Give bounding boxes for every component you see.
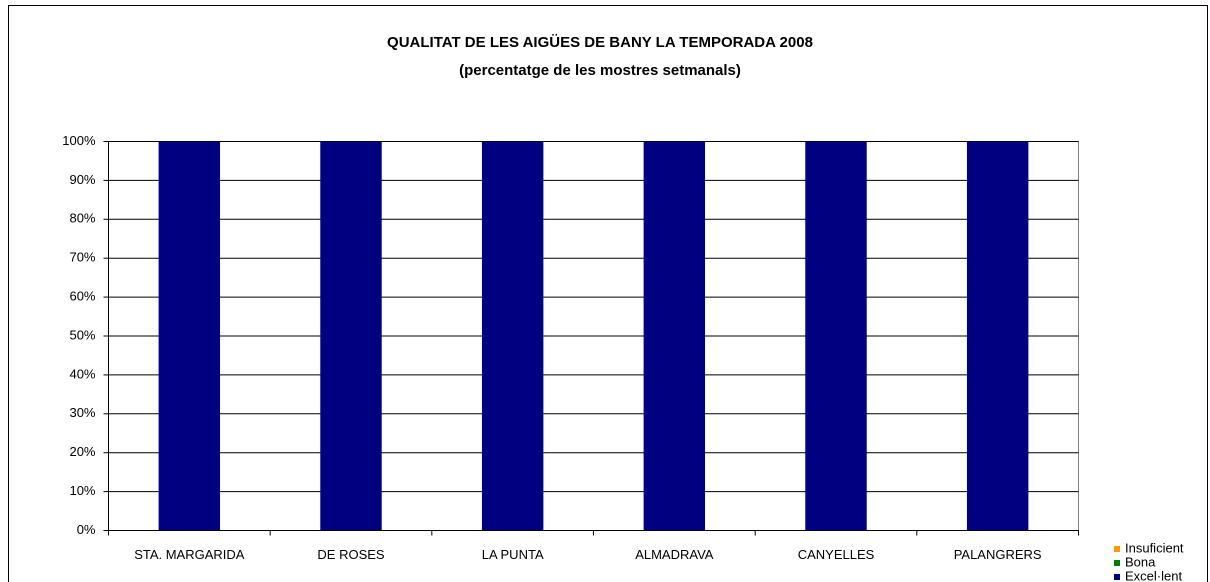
y-tick-label: 90%	[69, 172, 95, 187]
legend-label: Insuficient	[1125, 540, 1184, 555]
x-tick-label: ALMADRAVA	[635, 547, 714, 562]
legend-swatch	[1114, 560, 1120, 566]
legend-swatch	[1114, 546, 1120, 552]
y-tick-label: 50%	[69, 327, 95, 342]
chart-subtitle: (percentatge de les mostres setmanals)	[459, 62, 741, 79]
bar-segment	[158, 141, 221, 531]
y-tick-label: 0%	[77, 522, 96, 537]
bar-segment	[643, 141, 706, 531]
legend-label: Bona	[1125, 554, 1156, 569]
chart-title: QUALITAT DE LES AIGÜES DE BANY LA TEMPOR…	[387, 34, 813, 51]
legend-label: Excel·lent	[1125, 568, 1182, 582]
y-tick-label: 100%	[62, 133, 96, 148]
bar-segment	[805, 141, 867, 531]
y-tick-label: 40%	[69, 366, 95, 381]
bar-segment	[966, 141, 1029, 531]
x-tick-label: CANYELLES	[798, 547, 875, 562]
y-tick-label: 60%	[69, 289, 95, 304]
y-tick-label: 10%	[69, 483, 95, 498]
x-tick-label: LA PUNTA	[482, 547, 544, 562]
bar-segment	[320, 141, 382, 531]
x-tick-label: PALANGRERS	[954, 547, 1042, 562]
bar-segment	[481, 141, 544, 531]
x-tick-label: STA. MARGARIDA	[134, 547, 245, 562]
y-tick-label: 80%	[69, 211, 95, 226]
legend-swatch	[1114, 574, 1120, 580]
y-tick-label: 30%	[69, 405, 95, 420]
y-tick-label: 20%	[69, 444, 95, 459]
x-tick-label: DE ROSES	[317, 547, 385, 562]
y-tick-label: 70%	[69, 250, 95, 265]
